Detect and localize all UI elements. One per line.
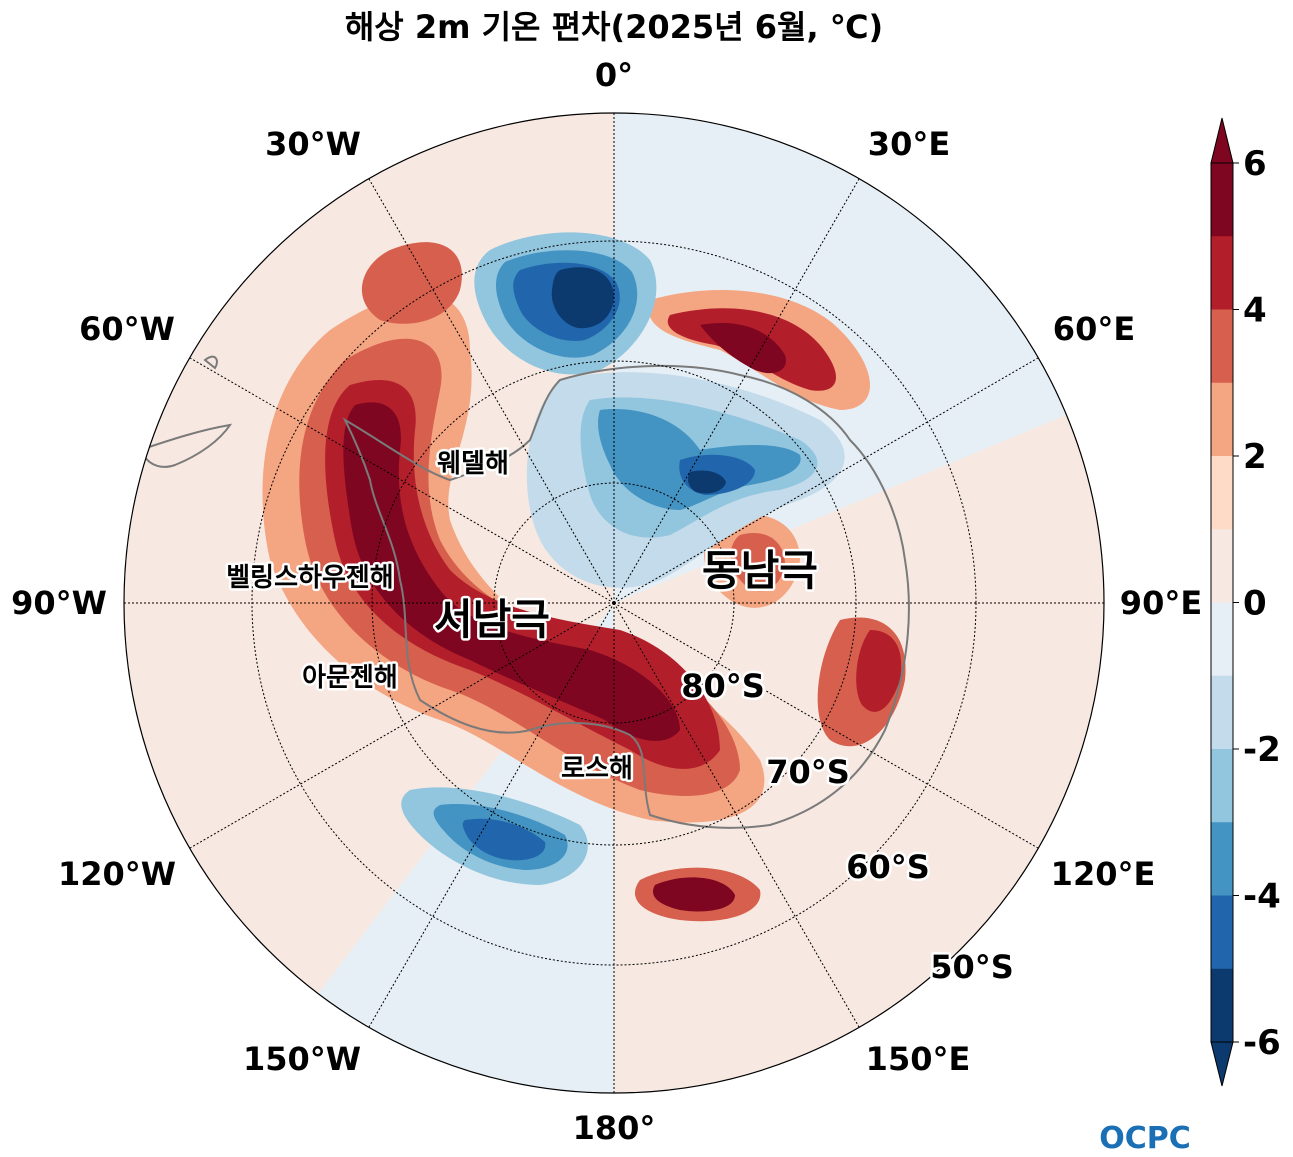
antarctica-coastline [342, 364, 910, 829]
lat-80s-label: 80°S [681, 667, 765, 705]
colorbar-segment [1211, 895, 1233, 970]
lat-70s-label: 70°S [766, 753, 850, 791]
colorbar-segments [1211, 163, 1233, 1043]
lon-150e-label: 150°E [866, 1040, 971, 1078]
warm-anomaly-west [262, 293, 765, 823]
south-america-coastline [138, 355, 233, 468]
colorbar-segment [1211, 163, 1233, 237]
colorbar-extend-min-arrow [1210, 1041, 1234, 1087]
lon-150w-label: 150°W [243, 1040, 361, 1078]
west-antarctica-label: 서남극 [434, 595, 550, 644]
colorbar-segment [1211, 749, 1233, 823]
colorbar-tick-label: -2 [1243, 730, 1281, 770]
lon-120e-label: 120°E [1051, 855, 1156, 893]
lon-0-label: 0° [595, 56, 633, 94]
cold-anomaly-east-antarctica [526, 372, 845, 588]
warm-anomaly-atlantic [361, 242, 462, 324]
colorbar-segment [1211, 382, 1233, 457]
map-disk [124, 113, 1104, 1093]
colorbar-tick-label: 2 [1243, 437, 1267, 477]
amundsen-sea-label: 아문젠해 [302, 663, 398, 693]
lat-50s-label: 50°S [930, 948, 1014, 986]
colorbar-ticks: 6 4 2 0 -2 -4 -6 [1233, 144, 1281, 1063]
meridian-lines [124, 113, 1104, 1093]
warm-anomaly-east [703, 514, 906, 747]
colorbar-tick-label: 4 [1243, 291, 1267, 331]
bellingshausen-sea-label: 벨링스하우젠해 [226, 563, 393, 593]
ocpc-logo: OCPC [1099, 1121, 1191, 1156]
colorbar-segment [1211, 968, 1233, 1043]
cold-anomaly-atlantic [474, 232, 657, 375]
map-boundary [123, 112, 1105, 1094]
warm-anomaly-indian [648, 290, 870, 410]
weddell-sea-label: 웨델해 [437, 449, 509, 479]
colorbar-tick-label: -6 [1243, 1023, 1281, 1063]
lon-60e-label: 60°E [1053, 310, 1135, 348]
lon-180-label: 180° [573, 1109, 656, 1147]
colorbar-segment [1211, 456, 1233, 530]
colorbar-segment [1211, 822, 1233, 896]
ross-sea-label: 로스해 [561, 754, 633, 784]
colorbar-segment [1211, 309, 1233, 384]
colorbar-segment [1211, 675, 1233, 750]
colorbar: 6 4 2 0 -2 -4 -6 [1210, 117, 1281, 1087]
colorbar-tick-label: 6 [1243, 144, 1267, 184]
colorbar-extend-max-arrow [1210, 117, 1234, 164]
colorbar-segment [1211, 602, 1233, 677]
lon-30w-label: 30°W [265, 125, 361, 163]
ocpc-logo-text: OCPC [1099, 1121, 1191, 1156]
colorbar-segment [1211, 236, 1233, 310]
lon-120w-label: 120°W [58, 855, 176, 893]
anomaly-field [262, 232, 906, 922]
lon-90e-label: 90°E [1120, 584, 1202, 622]
colorbar-tick-label: 0 [1243, 584, 1267, 624]
lon-90w-label: 90°W [11, 584, 107, 622]
lon-30e-label: 30°E [868, 125, 950, 163]
warm-anomaly-pacific [634, 867, 761, 922]
map-title: 해상 2m 기온 편차(2025년 6월, ℃) [345, 8, 883, 46]
lon-60w-label: 60°W [79, 310, 175, 348]
east-antarctica-label: 동남극 [702, 546, 818, 595]
colorbar-tick-label: -4 [1243, 877, 1281, 917]
colorbar-segment [1211, 529, 1233, 603]
lat-60s-label: 60°S [846, 848, 930, 886]
